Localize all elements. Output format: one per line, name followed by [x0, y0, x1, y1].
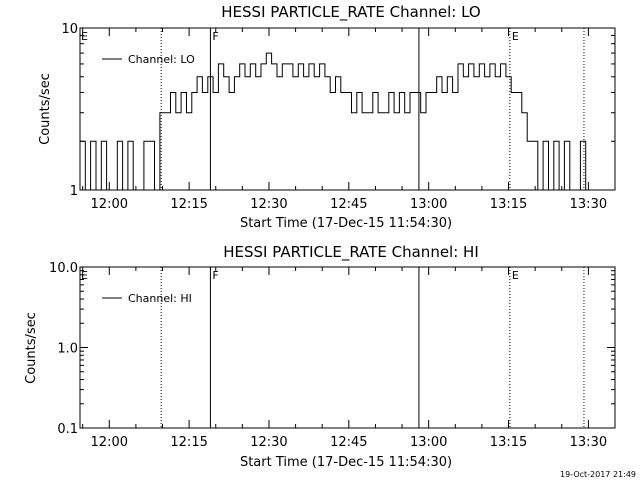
- marker-flag-label: F: [212, 30, 218, 43]
- axis-ticks: 12:00 12:15 12:30 12:45 13:00 13:15 13:30 0.1 1.…: [49, 261, 616, 450]
- panel-title: HESSI PARTICLE_RATE Channel: LO: [221, 3, 480, 22]
- flag-labels: E: [81, 269, 88, 282]
- legend-entry: Channel: HI: [128, 292, 192, 305]
- x-tick-label: 13:15: [490, 435, 527, 450]
- legend: Channel: LO: [102, 53, 195, 66]
- x-tick-label: 13:30: [570, 435, 607, 450]
- y-axis-label: Counts/sec: [24, 312, 39, 384]
- x-tick-label: 13:00: [410, 197, 447, 212]
- y-axis-label: Counts/sec: [38, 73, 53, 145]
- panel-lo: HESSI PARTICLE_RATE Channel: LO Counts/s…: [38, 3, 616, 231]
- panel-title: HESSI PARTICLE_RATE Channel: HI: [223, 243, 479, 262]
- edge-flag-label: E: [81, 30, 88, 43]
- flag-labels: E: [81, 30, 88, 43]
- x-tick-label: 12:45: [330, 197, 367, 212]
- x-tick-label: 12:00: [91, 435, 128, 450]
- x-axis-label: Start Time (17-Dec-15 11:54:30): [240, 216, 452, 231]
- x-tick-label: 13:30: [570, 197, 607, 212]
- x-tick-label: 13:15: [490, 197, 527, 212]
- x-tick-label: 12:00: [91, 197, 128, 212]
- x-tick-label: 13:00: [410, 435, 447, 450]
- x-tick-label: 12:30: [250, 435, 287, 450]
- marker-flag-label: E: [512, 30, 519, 43]
- x-tick-label: 12:30: [250, 197, 287, 212]
- plot-frame: [79, 27, 616, 191]
- panel-hi: HESSI PARTICLE_RATE Channel: HI Counts/s…: [24, 243, 616, 470]
- y-tick-label: 1: [70, 184, 78, 199]
- y-tick-label: 0.1: [57, 422, 78, 437]
- marker-flag-label: E: [512, 269, 519, 282]
- y-tick-label: 10: [61, 22, 78, 37]
- x-tick-label: 12:15: [170, 435, 207, 450]
- data-series: [80, 52, 613, 191]
- x-axis-label: Start Time (17-Dec-15 11:54:30): [240, 455, 452, 470]
- series-line: [80, 52, 613, 191]
- x-tick-label: 12:45: [330, 435, 367, 450]
- y-tick-label: 1.0: [57, 342, 78, 357]
- axis-ticks: 12:00 12:15 12:30 12:45 13:00 13:15 13:30 1 10: [61, 22, 616, 212]
- marker-flag-label: F: [212, 269, 218, 282]
- y-tick-label: 10.0: [49, 261, 78, 276]
- timestamp: 19-Oct-2017 21:49: [560, 470, 636, 479]
- x-tick-label: 12:15: [170, 197, 207, 212]
- legend-entry: Channel: LO: [128, 53, 195, 66]
- legend: Channel: HI: [102, 292, 192, 305]
- edge-flag-label: E: [81, 269, 88, 282]
